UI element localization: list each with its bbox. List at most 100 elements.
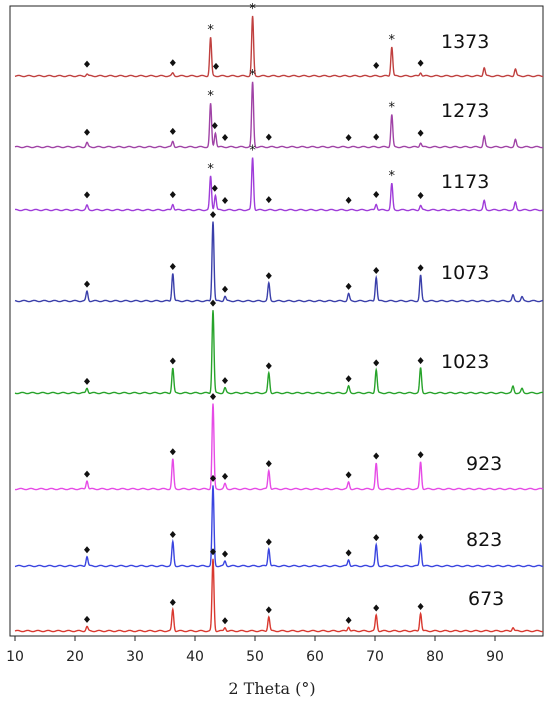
series-line [14,485,544,568]
x-tick-label: 60 [306,649,324,665]
series-labels: 1373 1273 1173 1073 1023 923 823 673 [441,31,504,610]
diamond-marker [84,546,90,554]
diamond-marker [265,133,272,141]
diamond-marker [211,122,218,130]
diamond-marker [169,59,176,67]
diamond-marker [373,452,380,460]
x-tick-label: 10 [6,649,24,665]
series-line [14,221,544,303]
diamond-marker [222,197,228,205]
star-marker: * [207,162,214,177]
diamond-marker [222,285,228,293]
star-marker: * [389,169,396,184]
diamond-marker [417,451,424,459]
diamond-marker [222,377,228,385]
star-marker: * [249,68,256,83]
diamond-marker [265,538,272,546]
diamond-marker [265,272,272,280]
diamond-marker [373,267,380,275]
diamond-marker [417,357,424,365]
diamond-marker [265,362,272,370]
x-tick-label: 90 [486,649,504,665]
star-marker: * [389,33,396,48]
diamond-marker [84,280,90,288]
diamond-marker [210,211,216,219]
diamond-marker [210,474,216,482]
diamond-marker [210,299,216,307]
series-label: 1073 [441,262,489,284]
diamond-marker [169,530,176,538]
diamond-marker [84,128,90,136]
diamond-marker [84,615,90,623]
peak-markers: * * * * * * * * * [84,2,424,625]
diamond-marker [169,598,176,606]
diamond-marker [345,549,352,557]
diamond-marker [417,264,424,272]
series-label: 923 [466,453,502,475]
diamond-marker [373,133,380,141]
diamond-marker [169,191,176,199]
series-line [14,403,544,491]
diamond-marker [222,550,228,558]
star-marker: * [249,2,256,17]
diamond-marker [373,359,380,367]
diamond-marker [169,262,176,270]
diamond-marker [373,61,380,69]
series-label: 1023 [441,351,489,373]
diamond-marker [169,448,176,456]
x-tick-label: 80 [426,649,444,665]
diamond-marker [222,134,228,142]
diamond-marker [222,472,228,480]
x-tick-label: 30 [126,649,144,665]
diamond-marker [213,62,219,70]
series-line [14,15,544,78]
diamond-marker [265,460,272,468]
diamond-marker [373,191,380,199]
series-line [14,81,544,149]
diamond-marker [345,196,352,204]
x-axis-ticks: 10 20 30 40 50 60 70 80 90 [6,636,504,665]
series-line [14,157,544,212]
star-marker: * [249,144,256,159]
x-tick-label: 20 [66,649,84,665]
traces [14,15,544,633]
diamond-marker [84,377,90,385]
diamond-marker [222,617,228,625]
series-label: 823 [466,529,502,551]
diamond-marker [265,196,272,204]
diamond-marker [84,191,90,199]
diamond-marker [345,616,352,624]
star-marker: * [389,100,396,115]
plot-frame [9,5,544,637]
diamond-marker [345,134,352,142]
diamond-marker [169,127,176,135]
diamond-marker [417,191,424,199]
star-marker: * [207,89,214,104]
diamond-marker [417,129,424,137]
x-tick-label: 70 [366,649,384,665]
diamond-marker [84,470,90,478]
diamond-marker [417,59,424,67]
diamond-marker [373,534,380,542]
diamond-marker [211,184,218,192]
diamond-marker [345,471,352,479]
diamond-marker [345,282,352,290]
star-marker: * [207,23,214,38]
diamond-marker [210,393,216,401]
diamond-marker [345,375,352,383]
x-tick-label: 50 [246,649,264,665]
diamond-marker [265,606,272,614]
x-axis-title: 2 Theta (°) [228,679,315,698]
series-label: 673 [468,588,504,610]
series-label: 1273 [441,100,489,122]
diamond-marker [373,604,380,612]
diamond-marker [84,60,90,68]
series-line [14,558,544,633]
series-label: 1373 [441,31,489,53]
series-line [14,310,544,395]
x-tick-label: 40 [186,649,204,665]
diamond-marker [210,548,216,556]
diamond-marker [169,357,176,365]
diamond-marker [417,533,424,541]
